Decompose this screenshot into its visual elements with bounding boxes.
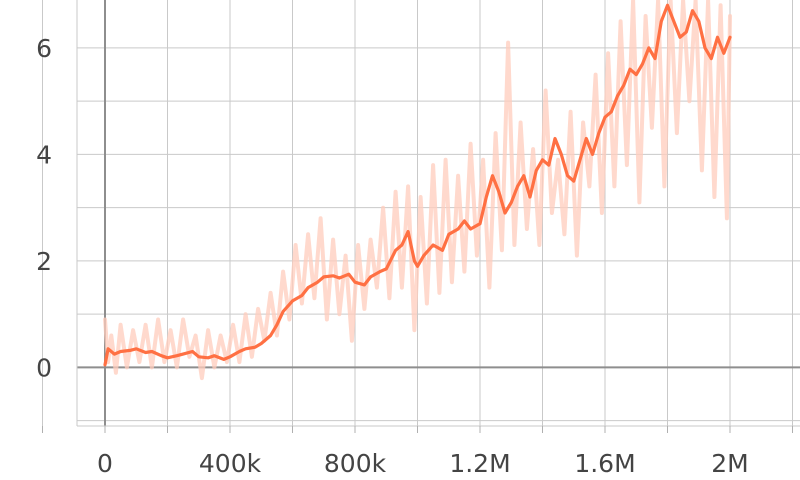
y-tick-label: 4: [36, 140, 52, 169]
x-tick-label: 800k: [324, 449, 387, 478]
x-tick-label: 1.6M: [574, 449, 635, 478]
axes: [42, 0, 800, 433]
tick-labels: 0 2 4 6 0 400k 800k 1.2M 1.6M 2M: [36, 34, 749, 478]
y-tick-label: 2: [36, 247, 52, 276]
x-tick-label: 1.2M: [449, 449, 510, 478]
y-tick-label: 0: [36, 353, 52, 382]
x-tick-label: 400k: [199, 449, 262, 478]
x-tick-label: 0: [97, 449, 113, 478]
smoothed-series-line: [103, 3, 732, 367]
raw-series-line: [103, 0, 732, 381]
x-tick-label: 2M: [711, 449, 748, 478]
series: [103, 0, 732, 381]
y-tick-label: 6: [36, 34, 52, 63]
